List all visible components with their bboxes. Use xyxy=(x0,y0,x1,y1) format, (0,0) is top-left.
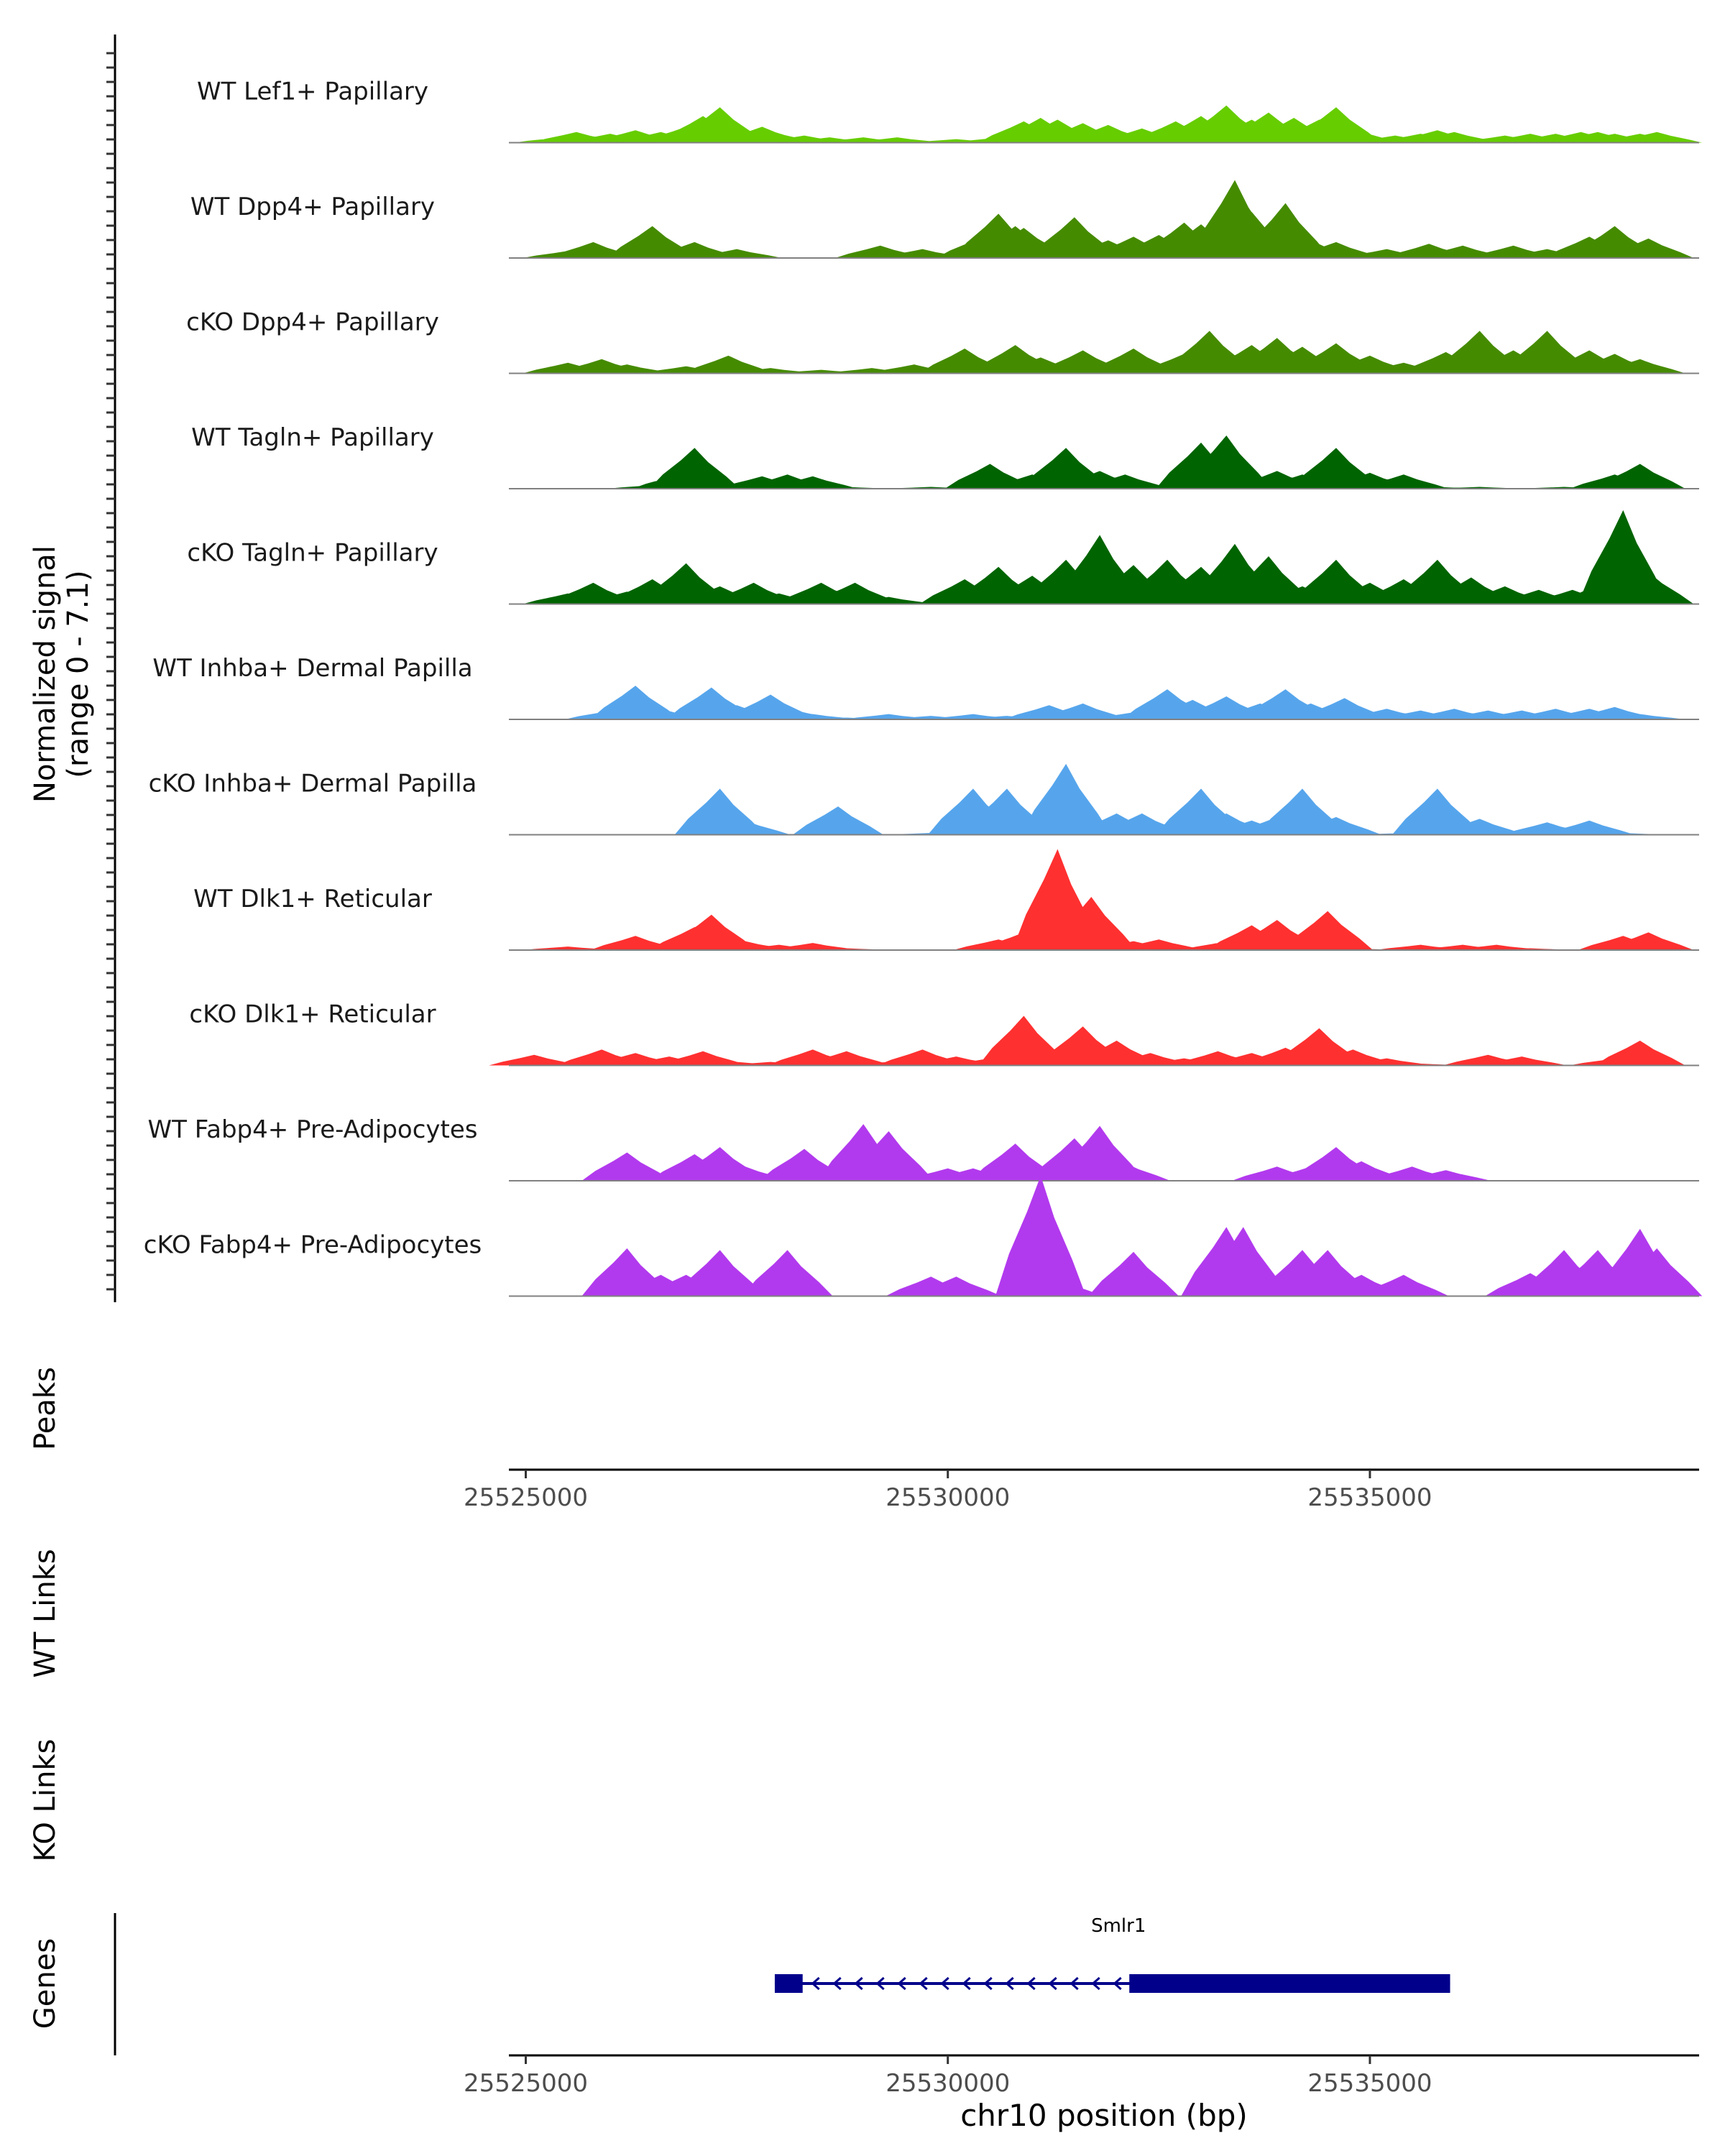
track-label: cKO Dlk1+ Reticular xyxy=(189,1000,436,1029)
coverage-tracks: WT Lef1+ Papillary WT Dpp4+ Papillary cKO … xyxy=(144,78,1703,1297)
y-axis-title-line1: Normalized signal xyxy=(29,545,62,803)
track-7: cKO Inhba+ Dermal Papilla xyxy=(149,763,1699,836)
gene-model: Smlr1 xyxy=(774,1915,1450,1993)
track-label: WT Fabp4+ Pre-Adipocytes xyxy=(148,1115,478,1144)
track-label: WT Tagln+ Papillary xyxy=(191,423,434,452)
track-signal-area xyxy=(607,436,1685,489)
track-signal-area xyxy=(581,1175,1703,1296)
track-11: cKO Fabp4+ Pre-Adipocytes xyxy=(144,1175,1703,1297)
strand-arrow xyxy=(1113,1976,1122,1991)
track-3: cKO Dpp4+ Papillary xyxy=(186,308,1699,374)
track-label: cKO Inhba+ Dermal Papilla xyxy=(149,770,477,798)
track-label: WT Dlk1+ Reticular xyxy=(193,885,432,913)
strand-arrow xyxy=(1005,1976,1014,1991)
track-1: WT Lef1+ Papillary xyxy=(197,78,1703,144)
track-6: WT Inhba+ Dermal Papilla xyxy=(152,654,1699,720)
y-axis-title-line2: (range 0 - 7.1) xyxy=(62,570,95,778)
strand-arrow xyxy=(1026,1976,1036,1991)
genes-track-label: Genes xyxy=(29,1938,62,2029)
track-label: cKO Tagln+ Papillary xyxy=(187,539,438,568)
wt-links-label: WT Links xyxy=(29,1549,62,1677)
x-tick-label: 25535000 xyxy=(1307,1483,1432,1512)
y-axis-title: Normalized signal (range 0 - 7.1) xyxy=(29,545,95,803)
position-axis-top: 25525000 25530000 25535000 xyxy=(464,1468,1699,1512)
strand-arrow xyxy=(983,1976,993,1991)
track-signal-area xyxy=(523,331,1685,374)
x-tick-label: 25535000 xyxy=(1307,2069,1432,2098)
track-8: WT Dlk1+ Reticular xyxy=(193,849,1699,951)
strand-arrow xyxy=(1048,1976,1057,1991)
track-label: cKO Dpp4+ Papillary xyxy=(186,308,439,337)
strand-arrow xyxy=(811,1976,820,1991)
signal-y-axis xyxy=(106,34,116,1302)
track-signal-area xyxy=(514,105,1703,143)
x-tick-label: 25530000 xyxy=(886,2069,1010,2098)
track-2: WT Dpp4+ Papillary xyxy=(190,180,1699,259)
strand-arrow xyxy=(962,1976,971,1991)
track-signal-area xyxy=(523,180,1694,258)
strand-arrow xyxy=(940,1976,949,1991)
track-5: cKO Tagln+ Papillary xyxy=(187,510,1699,605)
track-label: cKO Fabp4+ Pre-Adipocytes xyxy=(144,1231,482,1260)
track-9: cKO Dlk1+ Reticular xyxy=(189,1000,1699,1067)
track-label: WT Dpp4+ Papillary xyxy=(190,193,435,221)
track-signal-area xyxy=(523,510,1694,604)
track-signal-area xyxy=(489,1015,1685,1066)
track-signal-area xyxy=(523,849,1694,950)
strand-arrow xyxy=(897,1976,906,1991)
gene-models: Smlr1 xyxy=(774,1915,1450,1993)
x-tick-label: 25525000 xyxy=(464,2069,588,2098)
track-4: WT Tagln+ Papillary xyxy=(191,423,1699,489)
gene-name-label: Smlr1 xyxy=(1091,1915,1146,1937)
strand-arrow xyxy=(1091,1976,1100,1991)
gene-exon xyxy=(774,1974,803,1993)
strand-arrow xyxy=(919,1976,928,1991)
x-axis-title: chr10 position (bp) xyxy=(960,2098,1248,2133)
track-signal-area xyxy=(564,686,1685,719)
gene-exon xyxy=(1129,1974,1450,1993)
x-tick-label: 25530000 xyxy=(886,1483,1010,1512)
track-label: WT Inhba+ Dermal Papilla xyxy=(152,654,472,683)
strand-arrow xyxy=(832,1976,842,1991)
track-signal-area xyxy=(649,763,1669,835)
track-10: WT Fabp4+ Pre-Adipocytes xyxy=(148,1115,1699,1181)
strand-arrow xyxy=(854,1976,863,1991)
ko-links-label: KO Links xyxy=(29,1739,62,1862)
x-tick-label: 25525000 xyxy=(464,1483,588,1512)
strand-arrow xyxy=(875,1976,885,1991)
strand-arrow xyxy=(1070,1976,1079,1991)
position-axis-bottom: 25525000 25530000 25535000 xyxy=(464,2054,1699,2098)
peaks-track-label: Peaks xyxy=(29,1367,62,1450)
track-signal-area xyxy=(581,1124,1491,1181)
track-label: WT Lef1+ Papillary xyxy=(197,78,428,106)
